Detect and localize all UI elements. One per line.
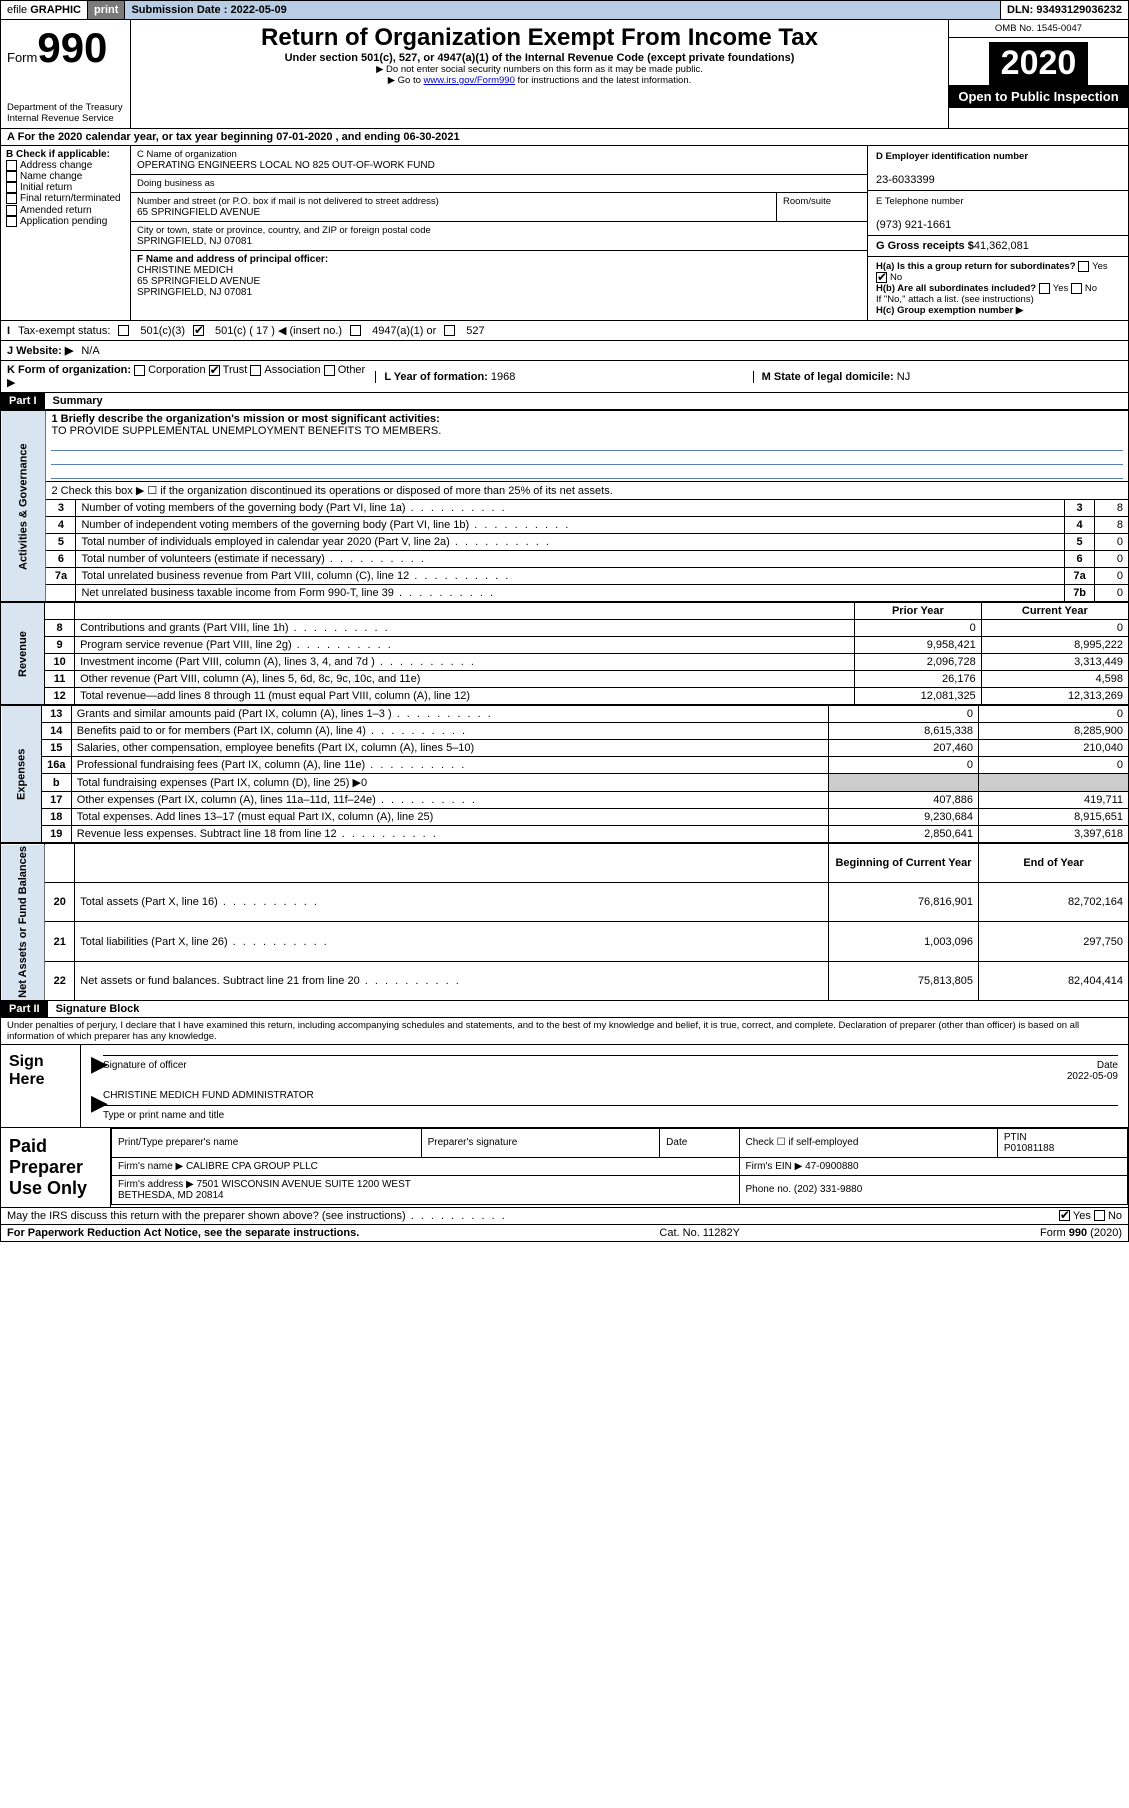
footer-left: For Paperwork Reduction Act Notice, see … (7, 1227, 359, 1239)
subtitle-2: ▶ Do not enter social security numbers o… (141, 64, 938, 75)
form-number: Form990 (7, 24, 124, 72)
side-expenses: Expenses (1, 706, 42, 843)
form-of-org: K Form of organization: Corporation Trus… (0, 361, 1129, 393)
table-row: bTotal fundraising expenses (Part IX, co… (1, 774, 1129, 792)
footer-mid: Cat. No. 11282Y (659, 1227, 740, 1239)
sig-officer-label: Signature of officer (103, 1060, 187, 1071)
footer: For Paperwork Reduction Act Notice, see … (0, 1225, 1129, 1242)
sign-date: 2022-05-09 (103, 1071, 1118, 1082)
org-name-block: C Name of organization OPERATING ENGINEE… (131, 146, 867, 175)
expenses-table: Expenses 13Grants and similar amounts pa… (0, 705, 1129, 843)
org-name: OPERATING ENGINEERS LOCAL NO 825 OUT-OF-… (137, 160, 435, 171)
table-row: 5Total number of individuals employed in… (1, 534, 1129, 551)
part2-header: Part II Signature Block (0, 1001, 1129, 1018)
principal-officer: F Name and address of principal officer:… (131, 251, 867, 301)
prep-date-label: Date (660, 1128, 739, 1157)
type-name-label: Type or print name and title (103, 1110, 1118, 1121)
form-header: Form990 Department of the Treasury Inter… (0, 20, 1129, 129)
mission-text: TO PROVIDE SUPPLEMENTAL UNEMPLOYMENT BEN… (51, 425, 1123, 437)
firm-ein: 47-0900880 (805, 1161, 858, 1172)
paid-preparer-label: Paid Preparer Use Only (1, 1128, 111, 1207)
signature-block: Sign Here ▶ Signature of officer Date 20… (0, 1045, 1129, 1128)
dln: DLN: 93493129036232 (1001, 1, 1128, 19)
top-bar: efile GRAPHIC print Submission Date : 20… (0, 0, 1129, 20)
firm-name: CALIBRE CPA GROUP PLLC (186, 1161, 318, 1172)
firm-phone: (202) 331-9880 (794, 1184, 862, 1195)
table-row: 15Salaries, other compensation, employee… (1, 740, 1129, 757)
graphic-label: GRAPHIC (30, 4, 81, 16)
q2-label: 2 Check this box ▶ ☐ if the organization… (46, 482, 1129, 500)
perjury-declaration: Under penalties of perjury, I declare th… (0, 1018, 1129, 1045)
discuss-row: May the IRS discuss this return with the… (0, 1208, 1129, 1225)
table-row: 18Total expenses. Add lines 13–17 (must … (1, 809, 1129, 826)
telephone-block: E Telephone number (973) 921-1661 (868, 191, 1128, 236)
discuss-yes-checkbox[interactable] (1059, 1210, 1070, 1221)
page-title: Return of Organization Exempt From Incom… (141, 24, 938, 52)
tax-year-line: A For the 2020 calendar year, or tax yea… (0, 129, 1129, 146)
side-activities: Activities & Governance (1, 411, 46, 602)
side-net: Net Assets or Fund Balances (1, 844, 45, 1001)
check-applicable: B Check if applicable: Address change Na… (1, 146, 131, 320)
table-row: 11Other revenue (Part VIII, column (A), … (1, 671, 1129, 688)
table-row: 12Total revenue—add lines 8 through 11 (… (1, 688, 1129, 705)
efile-label: efile GRAPHIC (1, 1, 88, 19)
mission-lines (51, 437, 1123, 479)
street-address: 65 SPRINGFIELD AVENUE (137, 207, 260, 218)
table-row: 20Total assets (Part X, line 16)76,816,9… (1, 883, 1129, 922)
table-row: 19Revenue less expenses. Subtract line 1… (1, 826, 1129, 843)
table-row: 14Benefits paid to or for members (Part … (1, 723, 1129, 740)
table-row: 16aProfessional fundraising fees (Part I… (1, 757, 1129, 774)
ptin-value: P01081188 (1004, 1143, 1054, 1154)
activities-governance-table: Activities & Governance 1 Briefly descri… (0, 410, 1129, 602)
open-to-public: Open to Public Inspection (949, 85, 1128, 108)
city-block: City or town, state or province, country… (131, 222, 867, 251)
tax-year: 2020 (989, 42, 1089, 85)
tax-exempt-status: I Tax-exempt status: 501(c)(3) 501(c) ( … (0, 321, 1129, 341)
revenue-table: Revenue Prior Year Current Year 8Contrib… (0, 602, 1129, 705)
officer-name: CHRISTINE MEDICH FUND ADMINISTRATOR (103, 1090, 1118, 1101)
org-info-grid: B Check if applicable: Address change Na… (0, 146, 1129, 321)
dept-treasury: Department of the Treasury (7, 102, 124, 113)
gross-receipts: G Gross receipts $41,362,081 (868, 236, 1128, 257)
table-row: 10Investment income (Part VIII, column (… (1, 654, 1129, 671)
table-row: 8Contributions and grants (Part VIII, li… (1, 620, 1129, 637)
table-row: 3Number of voting members of the governi… (1, 500, 1129, 517)
address-row: Number and street (or P.O. box if mail i… (131, 193, 867, 222)
submission-date: Submission Date : 2022-05-09 (125, 1, 1001, 19)
table-row: 4Number of independent voting members of… (1, 517, 1129, 534)
sign-here-label: Sign Here (1, 1045, 81, 1127)
table-row: 9Program service revenue (Part VIII, lin… (1, 637, 1129, 654)
part1-header: Part I Summary (0, 393, 1129, 410)
omb-number: OMB No. 1545-0047 (949, 20, 1128, 38)
net-assets-table: Net Assets or Fund Balances Beginning of… (0, 843, 1129, 1001)
table-row: 7aTotal unrelated business revenue from … (1, 568, 1129, 585)
subtitle-1: Under section 501(c), 527, or 4947(a)(1)… (141, 52, 938, 64)
discuss-no-checkbox[interactable] (1094, 1210, 1105, 1221)
table-row: Net unrelated business taxable income fr… (1, 585, 1129, 602)
instructions-link[interactable]: www.irs.gov/Form990 (424, 75, 515, 86)
table-row: 21Total liabilities (Part X, line 26)1,0… (1, 922, 1129, 961)
print-button[interactable]: print (88, 1, 125, 19)
website-line: J Website: ▶ N/A (0, 341, 1129, 361)
paid-preparer-block: Paid Preparer Use Only Print/Type prepar… (0, 1128, 1129, 1208)
ein-block: D Employer identification number 23-6033… (868, 146, 1128, 191)
table-row: 22Net assets or fund balances. Subtract … (1, 961, 1129, 1000)
dba-block: Doing business as (131, 175, 867, 193)
table-row: 17Other expenses (Part IX, column (A), l… (1, 792, 1129, 809)
prep-name-label: Print/Type preparer's name (112, 1128, 422, 1157)
prep-sig-label: Preparer's signature (421, 1128, 660, 1157)
side-revenue: Revenue (1, 603, 45, 705)
table-row: 6Total number of volunteers (estimate if… (1, 551, 1129, 568)
group-return: H(a) Is this a group return for subordin… (868, 257, 1128, 320)
footer-right: Form 990 (2020) (1040, 1227, 1122, 1239)
q1-label: 1 Briefly describe the organization's mi… (51, 413, 1123, 425)
irs-label: Internal Revenue Service (7, 113, 124, 124)
self-employed-check[interactable]: Check ☐ if self-employed (739, 1128, 997, 1157)
subtitle-3: ▶ Go to www.irs.gov/Form990 for instruct… (141, 75, 938, 86)
